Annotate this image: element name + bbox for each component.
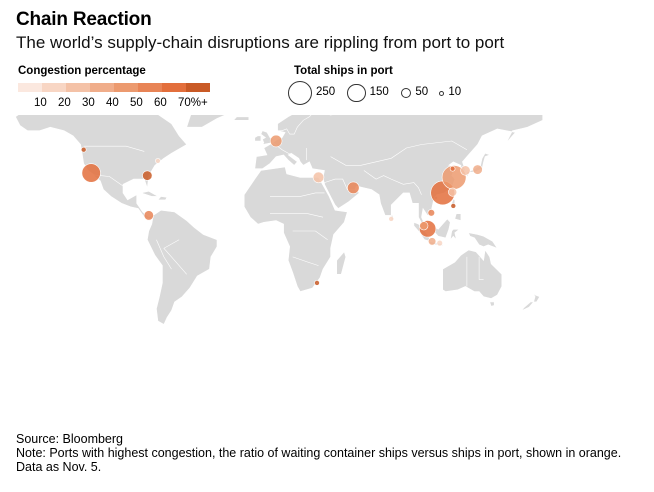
landmass-arabian-peninsula-fill xyxy=(324,178,360,209)
port-bubble xyxy=(347,181,360,195)
congestion-swatch xyxy=(162,83,186,92)
congestion-scale-label: 50 xyxy=(130,97,143,109)
landmass-hispaniola xyxy=(157,196,168,201)
country-border xyxy=(163,239,187,275)
landmass-new-guinea xyxy=(468,232,499,249)
congestion-swatch xyxy=(138,83,162,92)
congestion-scale-label: 70%+ xyxy=(178,97,208,109)
ships-size-circle xyxy=(400,87,412,99)
country-border xyxy=(270,213,324,218)
source-note: Source: Bloomberg xyxy=(16,432,124,446)
port-bubble xyxy=(269,134,283,148)
port-bubble xyxy=(436,239,443,247)
ships-size-circle xyxy=(288,81,312,105)
port-bubbles xyxy=(80,134,483,286)
ships-legend-title: Total ships in port xyxy=(294,65,393,77)
port-bubble xyxy=(80,146,87,153)
ships-size-circle xyxy=(347,83,366,103)
country-border xyxy=(292,230,328,240)
country-border xyxy=(292,256,319,266)
port-bubble xyxy=(460,165,471,176)
congestion-swatch xyxy=(114,83,138,92)
port-bubble xyxy=(314,280,320,286)
landmass-scandinavia xyxy=(277,115,312,135)
congestion-swatch xyxy=(42,83,66,92)
landmass-cuba xyxy=(140,190,160,197)
ships-size-label: 250 xyxy=(316,86,336,98)
landmass-new-zealand-south xyxy=(521,301,535,311)
country-border xyxy=(478,256,484,280)
port-bubble xyxy=(448,187,458,197)
congestion-scale-label: 60 xyxy=(154,97,167,109)
landmass-south-america xyxy=(146,209,218,325)
landmass-australia xyxy=(442,249,503,299)
world-landmass xyxy=(15,115,543,325)
landmass-borneo xyxy=(434,218,451,239)
landmass-iceland xyxy=(232,116,250,121)
port-bubble xyxy=(388,216,395,222)
congestion-color-scale xyxy=(18,83,210,92)
landmass-greenland xyxy=(186,115,226,128)
port-bubble xyxy=(155,158,161,164)
ships-size-label: 50 xyxy=(415,86,429,98)
congestion-scale-label: 40 xyxy=(106,97,119,109)
landmass-new-zealand-north xyxy=(531,291,541,303)
landmass-tasmania xyxy=(489,301,495,307)
ships-size-label: 150 xyxy=(369,86,389,98)
port-bubble xyxy=(450,203,457,209)
ships-size-circle xyxy=(439,90,445,96)
landmass-madagascar xyxy=(336,251,347,275)
port-bubble xyxy=(449,165,456,172)
congestion-swatch xyxy=(18,83,42,92)
congestion-scale-label: 20 xyxy=(58,97,71,109)
country-border xyxy=(270,192,325,197)
congestion-swatch xyxy=(186,83,210,92)
country-border xyxy=(363,170,422,195)
chart-subtitle: The world’s supply-chain disruptions are… xyxy=(16,33,505,52)
ships-size-label: 10 xyxy=(448,86,462,98)
landmass-philippines-mindanao xyxy=(454,213,462,221)
congestion-swatch xyxy=(90,83,114,92)
landmass-africa xyxy=(243,166,348,292)
country-border xyxy=(83,145,145,152)
congestion-swatch xyxy=(66,83,90,92)
port-bubble xyxy=(427,209,435,217)
world-map xyxy=(15,115,543,325)
congestion-legend-title: Congestion percentage xyxy=(18,65,146,77)
country-borders xyxy=(83,140,484,287)
port-bubble xyxy=(142,170,153,181)
landmass-ireland xyxy=(254,135,262,142)
chart-title: Chain Reaction xyxy=(16,9,152,30)
country-border xyxy=(156,239,172,270)
congestion-scale-label: 30 xyxy=(82,97,95,109)
port-bubble xyxy=(472,164,483,175)
congestion-scale-label: 10 xyxy=(34,97,47,109)
port-bubble xyxy=(419,221,429,231)
landmass-sulawesi xyxy=(449,229,461,241)
port-bubble xyxy=(312,171,325,184)
port-bubble xyxy=(81,163,101,183)
methodology-note: Note: Ports with highest congestion, the… xyxy=(16,446,622,474)
country-border xyxy=(330,140,468,166)
port-bubble xyxy=(143,210,154,221)
port-bubble xyxy=(428,237,437,246)
landmass-north-america xyxy=(15,115,188,220)
